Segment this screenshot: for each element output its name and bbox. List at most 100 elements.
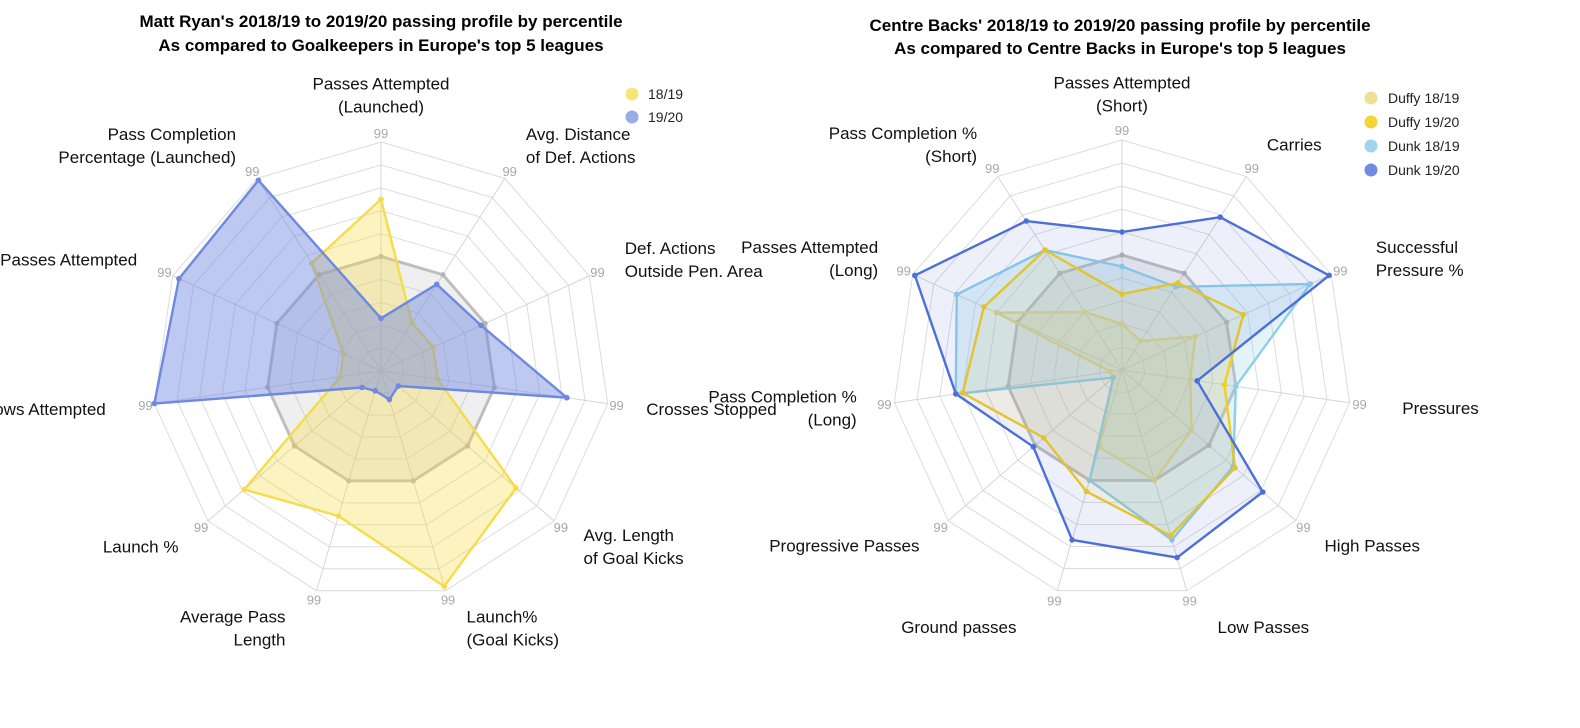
series-dunk-18-19 <box>953 247 1314 543</box>
tick-label: 99 <box>1296 520 1310 535</box>
data-point <box>1174 554 1180 561</box>
tick-label: 99 <box>1333 263 1347 278</box>
axis-label-passes-attempted-short: Passes Attempted (Short) <box>1053 74 1190 116</box>
data-point <box>372 387 378 394</box>
legend-item-dunk-18-19: Dunk 18/19 <box>1364 138 1460 154</box>
reference-point <box>1181 270 1187 276</box>
data-point <box>308 260 315 266</box>
reference-point <box>410 478 416 484</box>
series-polygon <box>153 179 569 405</box>
chart-title: Centre Backs' 2018/19 to 2019/20 passing… <box>869 16 1370 35</box>
radar-series <box>912 214 1332 561</box>
axis-label-avg-length-of-goal-kicks: Avg. Length of Goal Kicks <box>584 526 684 568</box>
chart-title: Matt Ryan's 2018/19 to 2019/20 passing p… <box>139 12 622 31</box>
axis-label-crosses-stopped: Crosses Stopped <box>646 400 776 419</box>
axis-label-low-passes: Low Passes <box>1218 618 1310 637</box>
data-point <box>1217 214 1224 220</box>
radar-chart-centre-backs: Centre Backs' 2018/19 to 2019/20 passing… <box>708 16 1478 637</box>
data-point <box>433 281 440 288</box>
reference-point <box>316 272 322 278</box>
data-point <box>953 391 959 397</box>
series-19-20 <box>151 177 570 407</box>
data-point <box>1221 381 1228 388</box>
legend: Duffy 18/19 Duffy 19/20 Dunk 18/19 Dunk … <box>1364 90 1460 178</box>
grid-ring <box>962 208 1282 525</box>
data-point <box>441 583 448 590</box>
grid-ring <box>244 233 518 504</box>
axis-labels: Passes Attempted (Launched) Avg. Distance o… <box>0 75 777 650</box>
legend-item-19-20: 19/20 <box>625 109 683 125</box>
tick-labels: 99 99 99 99 99 99 99 99 99 99 99 <box>138 126 624 607</box>
data-point <box>1137 338 1144 344</box>
data-point <box>981 304 987 310</box>
data-point <box>1086 477 1093 484</box>
grid-ring <box>1098 346 1146 393</box>
reference-point <box>1206 442 1212 448</box>
data-point <box>1175 280 1181 286</box>
tick-label: 99 <box>1245 161 1259 176</box>
tick-label: 99 <box>609 398 623 413</box>
axis-label-launch-goal-kicks: Launch% (Goal Kicks) <box>467 608 560 650</box>
axis-label-passes-attempted-long: Passes Attempted (Long) <box>741 238 878 280</box>
data-point <box>564 394 570 401</box>
series-duffy-18-19 <box>993 309 1199 484</box>
chart-subtitle: As compared to Centre Backs in Europe's … <box>894 39 1346 58</box>
data-point <box>430 344 436 351</box>
legend-swatch <box>1364 163 1378 177</box>
tick-label: 99 <box>307 592 321 607</box>
reference-point <box>265 384 271 390</box>
data-point <box>1151 477 1158 484</box>
grid-ring <box>1053 300 1191 437</box>
data-point <box>1119 263 1125 270</box>
series-polygon <box>913 215 1331 559</box>
data-point <box>1187 377 1194 383</box>
data-point <box>1081 309 1088 315</box>
tick-label: 99 <box>1047 593 1061 608</box>
data-point <box>912 272 918 279</box>
reference-point <box>482 320 488 327</box>
data-point <box>378 196 384 203</box>
grid-ring <box>916 162 1328 570</box>
axis-label-pass-completion-long: Pass Completion % (Long) <box>708 388 856 430</box>
legend-label: 19/20 <box>648 109 683 125</box>
data-point <box>1240 311 1247 318</box>
data-point <box>1119 291 1125 297</box>
tick-label: 99 <box>1352 397 1366 412</box>
data-point <box>1042 247 1048 253</box>
data-point <box>1069 537 1075 543</box>
tick-label: 99 <box>441 592 455 607</box>
axis-label-pass-completion-short: Pass Completion % (Short) <box>829 124 977 166</box>
tick-label: 99 <box>157 265 171 280</box>
legend-label: Dunk 18/19 <box>1388 138 1460 154</box>
data-point <box>1307 281 1314 287</box>
legend: 18/19 19/20 <box>625 86 683 125</box>
reference-point <box>1224 319 1230 325</box>
data-point <box>395 383 402 389</box>
tick-label: 99 <box>1182 593 1196 608</box>
tick-label: 99 <box>896 263 910 278</box>
legend-swatch <box>1364 91 1378 105</box>
axis-label-avg-distance-of-def-actions: Avg. Distance of Def. Actions <box>526 125 636 167</box>
data-point <box>409 320 415 326</box>
data-point <box>1233 383 1239 390</box>
data-point <box>513 485 519 491</box>
tick-label: 99 <box>138 398 152 413</box>
data-point <box>1119 229 1125 235</box>
data-point <box>1232 465 1238 471</box>
axis-label-successful-pressure: Successful Pressure % <box>1376 238 1464 280</box>
grid-ring <box>221 210 541 526</box>
tick-label: 99 <box>590 265 604 280</box>
data-point <box>1326 272 1332 279</box>
legend-item-duffy-19-20: Duffy 19/20 <box>1364 114 1460 130</box>
grid-ring <box>893 139 1351 592</box>
tick-label: 99 <box>502 164 516 179</box>
data-point <box>1169 537 1175 543</box>
grid-ring <box>289 278 473 460</box>
reference-point <box>1057 270 1063 276</box>
series-dunk-19-20 <box>912 214 1332 561</box>
reference-point <box>346 478 352 484</box>
data-point <box>1167 532 1174 539</box>
grid-ring <box>939 185 1305 548</box>
data-point <box>1110 374 1117 381</box>
axis-label-passes-attempted: Passes Attempted <box>0 251 137 270</box>
